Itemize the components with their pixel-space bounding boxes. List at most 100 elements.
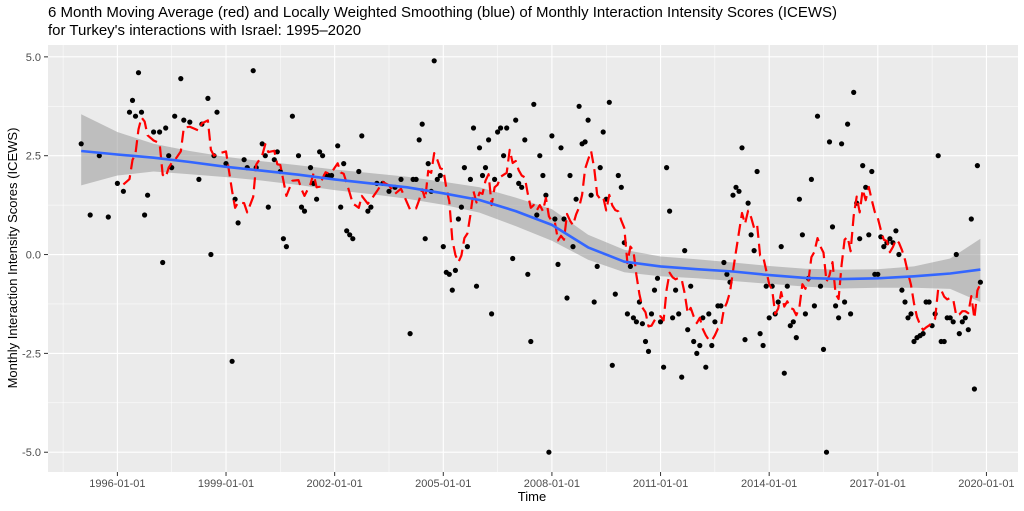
data-point <box>851 89 857 95</box>
data-point <box>820 346 827 352</box>
data-point <box>630 315 637 321</box>
data-point <box>645 348 652 354</box>
x-tick-label: 2014-01-01 <box>741 478 797 490</box>
data-point <box>817 283 824 289</box>
moving-average-line <box>122 116 982 342</box>
data-point <box>181 117 187 123</box>
data-point <box>157 129 163 135</box>
data-point <box>733 184 739 190</box>
data-point <box>688 283 694 289</box>
data-point <box>965 327 971 333</box>
data-point <box>543 192 549 198</box>
data-point <box>341 161 347 167</box>
x-tick-label: 2011-01-01 <box>633 478 688 490</box>
data-point <box>836 315 842 321</box>
data-point <box>425 161 431 167</box>
data-point <box>283 244 289 250</box>
data-point <box>651 287 658 293</box>
data-point <box>504 125 510 131</box>
data-point <box>335 143 341 149</box>
plot-panel <box>48 45 1018 472</box>
data-point <box>624 311 631 317</box>
data-point <box>413 176 419 182</box>
data-point <box>754 168 760 175</box>
data-point <box>703 364 709 370</box>
chart-title-line-2: for Turkey's interactions with Israel: 1… <box>48 22 362 39</box>
data-point <box>748 232 754 238</box>
data-point <box>440 244 446 250</box>
data-point <box>479 172 486 179</box>
data-point <box>742 337 748 343</box>
data-point <box>842 299 848 305</box>
data-point <box>977 279 984 285</box>
data-point <box>546 449 552 455</box>
data-point <box>670 315 676 321</box>
data-point <box>482 165 489 171</box>
data-point <box>129 97 136 103</box>
data-point <box>893 228 899 234</box>
data-point <box>350 236 356 242</box>
data-point <box>467 176 473 182</box>
data-point <box>298 204 305 210</box>
data-point <box>654 275 661 281</box>
y-axis-title: Monthly Interaction Intensity Scores (IC… <box>5 128 20 389</box>
data-point <box>745 200 751 206</box>
x-axis-ticks: 1996-01-01 1999-01-01 2002-01-01 2005-01-01… <box>89 472 1015 490</box>
data-point <box>555 261 561 267</box>
data-point <box>597 165 603 171</box>
data-point <box>422 236 428 242</box>
data-point <box>489 311 495 317</box>
data-point <box>320 153 326 159</box>
data-point <box>172 113 178 119</box>
data-point <box>522 137 528 143</box>
data-point <box>664 165 670 171</box>
data-point <box>887 236 893 242</box>
data-point <box>875 271 881 277</box>
data-point <box>700 315 706 321</box>
data-point <box>697 342 703 349</box>
data-point <box>718 303 724 309</box>
data-point <box>407 331 413 337</box>
data-point <box>558 145 564 151</box>
data-point <box>549 133 555 139</box>
data-point <box>757 331 763 337</box>
data-point <box>730 192 736 198</box>
data-point <box>751 248 757 254</box>
data-point <box>682 248 688 254</box>
data-point <box>492 176 498 182</box>
data-point <box>582 139 588 145</box>
data-point <box>673 287 679 293</box>
data-point <box>863 184 869 190</box>
gridlines <box>48 45 1018 472</box>
data-point <box>667 208 673 214</box>
y-tick-label: 2.5 <box>26 151 41 163</box>
data-point <box>419 121 425 127</box>
data-point <box>208 251 214 258</box>
data-point <box>552 216 558 222</box>
data-point <box>905 315 911 321</box>
data-point <box>911 338 917 345</box>
data-point <box>250 68 256 74</box>
data-point <box>799 232 806 238</box>
data-point <box>950 319 956 325</box>
data-point <box>971 386 978 392</box>
data-point <box>528 338 534 345</box>
data-point <box>685 327 691 333</box>
data-point <box>618 184 624 190</box>
data-point <box>845 121 851 127</box>
data-point <box>627 263 634 269</box>
data-point <box>694 350 700 356</box>
data-point <box>899 287 905 293</box>
data-point <box>784 283 790 289</box>
data-point <box>639 321 646 327</box>
data-point <box>829 224 836 230</box>
y-tick-label: 5.0 <box>26 52 41 64</box>
data-point <box>676 311 682 317</box>
data-point <box>356 168 362 175</box>
data-point <box>498 125 504 131</box>
data-point <box>368 204 374 210</box>
data-point <box>531 101 537 107</box>
loess-line <box>81 149 981 281</box>
data-point <box>314 196 320 202</box>
